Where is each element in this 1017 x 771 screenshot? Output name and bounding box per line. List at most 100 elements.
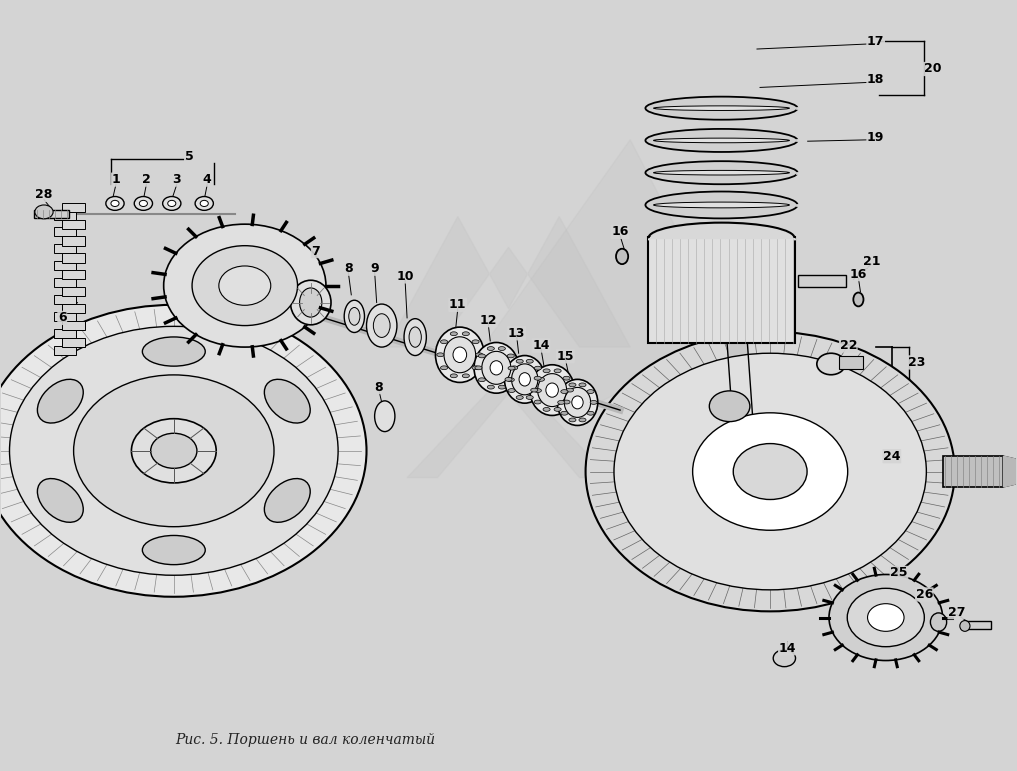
Text: Рис. 5. Поршень и вал коленчатый: Рис. 5. Поршень и вал коленчатый bbox=[176, 732, 435, 746]
Ellipse shape bbox=[517, 359, 524, 363]
Ellipse shape bbox=[579, 383, 586, 387]
Ellipse shape bbox=[554, 408, 561, 411]
Ellipse shape bbox=[773, 650, 795, 667]
Text: 14: 14 bbox=[779, 641, 796, 655]
Ellipse shape bbox=[134, 197, 153, 210]
Ellipse shape bbox=[530, 365, 575, 416]
Ellipse shape bbox=[373, 314, 391, 338]
Ellipse shape bbox=[498, 386, 505, 389]
Ellipse shape bbox=[478, 354, 485, 358]
Ellipse shape bbox=[646, 191, 797, 218]
Circle shape bbox=[0, 305, 366, 597]
Ellipse shape bbox=[564, 387, 591, 417]
Bar bbox=[839, 356, 863, 369]
Ellipse shape bbox=[566, 388, 574, 392]
Text: 10: 10 bbox=[397, 270, 414, 283]
Ellipse shape bbox=[543, 408, 550, 411]
Bar bbox=[54, 210, 76, 220]
Bar bbox=[62, 254, 84, 263]
Ellipse shape bbox=[534, 389, 541, 392]
Bar bbox=[62, 338, 84, 347]
Text: 7: 7 bbox=[311, 244, 320, 258]
Text: 9: 9 bbox=[370, 262, 379, 275]
Text: 5: 5 bbox=[185, 150, 193, 163]
Text: 28: 28 bbox=[36, 188, 53, 201]
Ellipse shape bbox=[474, 342, 519, 393]
Text: 8: 8 bbox=[374, 381, 383, 393]
Ellipse shape bbox=[35, 205, 53, 219]
Ellipse shape bbox=[142, 337, 205, 366]
Bar bbox=[62, 271, 84, 279]
Ellipse shape bbox=[264, 379, 310, 423]
Ellipse shape bbox=[349, 308, 360, 325]
Ellipse shape bbox=[519, 372, 531, 386]
Text: 26: 26 bbox=[915, 588, 933, 601]
Ellipse shape bbox=[931, 613, 947, 631]
Ellipse shape bbox=[508, 366, 516, 370]
Ellipse shape bbox=[504, 355, 545, 403]
Ellipse shape bbox=[511, 366, 518, 370]
Ellipse shape bbox=[38, 379, 83, 423]
Ellipse shape bbox=[616, 249, 629, 264]
Ellipse shape bbox=[344, 300, 364, 332]
Polygon shape bbox=[488, 140, 731, 412]
Circle shape bbox=[709, 391, 750, 422]
Circle shape bbox=[73, 375, 274, 527]
Ellipse shape bbox=[374, 401, 395, 432]
Ellipse shape bbox=[111, 200, 119, 207]
Text: 23: 23 bbox=[907, 356, 924, 369]
Bar bbox=[34, 210, 69, 218]
Ellipse shape bbox=[264, 479, 310, 522]
Ellipse shape bbox=[453, 347, 467, 362]
Text: 8: 8 bbox=[344, 262, 353, 275]
Ellipse shape bbox=[534, 366, 541, 370]
Bar bbox=[62, 237, 84, 246]
Text: 11: 11 bbox=[450, 298, 467, 311]
Ellipse shape bbox=[654, 106, 789, 110]
Ellipse shape bbox=[563, 400, 571, 404]
Ellipse shape bbox=[569, 383, 576, 387]
Ellipse shape bbox=[579, 418, 586, 422]
Text: 1: 1 bbox=[112, 173, 120, 186]
Text: 14: 14 bbox=[532, 339, 550, 352]
Ellipse shape bbox=[507, 378, 515, 382]
Bar bbox=[54, 328, 76, 338]
Circle shape bbox=[131, 419, 217, 483]
Ellipse shape bbox=[853, 292, 863, 306]
Ellipse shape bbox=[472, 366, 479, 370]
Ellipse shape bbox=[139, 200, 147, 207]
Ellipse shape bbox=[435, 327, 484, 382]
Ellipse shape bbox=[560, 389, 567, 393]
Text: 4: 4 bbox=[203, 173, 212, 186]
Bar bbox=[649, 237, 794, 343]
Ellipse shape bbox=[534, 376, 541, 380]
Text: 18: 18 bbox=[866, 73, 885, 86]
Circle shape bbox=[151, 433, 197, 468]
Ellipse shape bbox=[409, 327, 421, 347]
Ellipse shape bbox=[291, 280, 331, 325]
Ellipse shape bbox=[508, 389, 516, 392]
Text: 27: 27 bbox=[948, 606, 965, 618]
Ellipse shape bbox=[463, 374, 470, 378]
Ellipse shape bbox=[490, 361, 502, 375]
Ellipse shape bbox=[463, 332, 470, 335]
Bar bbox=[797, 275, 846, 287]
Ellipse shape bbox=[38, 479, 83, 522]
Ellipse shape bbox=[300, 288, 322, 317]
Ellipse shape bbox=[507, 354, 515, 358]
Circle shape bbox=[164, 224, 325, 347]
Ellipse shape bbox=[560, 411, 567, 415]
Text: 16: 16 bbox=[611, 225, 629, 238]
Bar bbox=[62, 220, 84, 229]
Ellipse shape bbox=[563, 376, 571, 380]
Bar bbox=[62, 203, 84, 212]
Ellipse shape bbox=[142, 535, 205, 564]
Ellipse shape bbox=[537, 378, 544, 382]
Text: 24: 24 bbox=[883, 449, 901, 463]
Ellipse shape bbox=[478, 378, 485, 382]
Ellipse shape bbox=[487, 386, 494, 389]
Text: 6: 6 bbox=[58, 311, 66, 325]
Text: 22: 22 bbox=[839, 339, 857, 352]
Bar bbox=[54, 244, 76, 254]
Circle shape bbox=[829, 574, 943, 661]
